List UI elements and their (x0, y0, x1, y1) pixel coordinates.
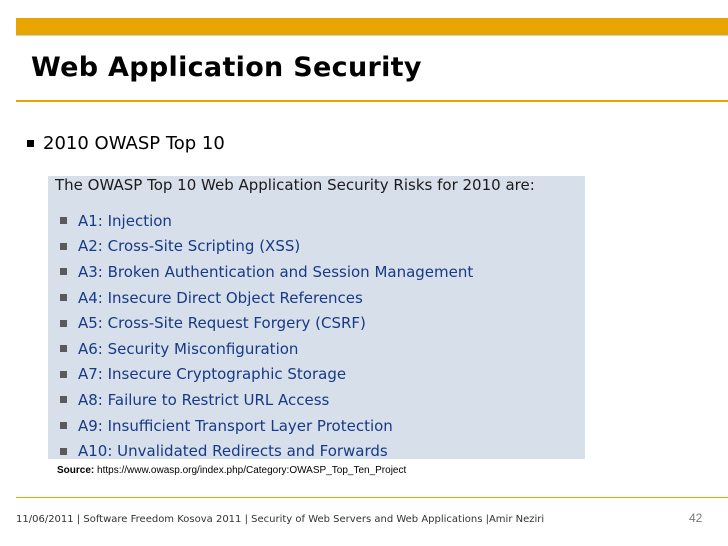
square-bullet-icon (60, 268, 67, 276)
risk-label: A8: Failure to Restrict URL Access (78, 390, 330, 409)
risk-label: A9: Insufficient Transport Layer Protect… (78, 416, 393, 435)
risk-label: A1: Injection (78, 211, 172, 230)
list-item: A6: Security Misconfiguration (48, 336, 473, 362)
risk-label: A7: Insecure Cryptographic Storage (78, 365, 347, 384)
risk-label: A2: Cross-Site Scripting (XSS) (78, 237, 301, 256)
top-divider (16, 35, 728, 36)
risk-list: A1: Injection A2: Cross-Site Scripting (… (48, 208, 473, 464)
risk-label: A6: Security Misconfiguration (78, 339, 299, 358)
list-item: A4: Insecure Direct Object References (48, 285, 473, 311)
panel-header: The OWASP Top 10 Web Application Securit… (55, 176, 535, 194)
main-bullet: 2010 OWASP Top 10 (27, 133, 225, 154)
square-bullet-icon (60, 370, 67, 378)
square-bullet-icon (60, 345, 67, 353)
list-item: A10: Unvalidated Redirects and Forwards (48, 438, 473, 464)
square-bullet-icon (60, 447, 67, 455)
square-bullet-icon (60, 242, 67, 250)
square-bullet-icon (60, 422, 67, 430)
risk-label: A5: Cross-Site Request Forgery (CSRF) (78, 314, 366, 333)
list-item: A8: Failure to Restrict URL Access (48, 387, 473, 413)
page-number: 42 (689, 511, 703, 525)
risk-label: A10: Unvalidated Redirects and Forwards (78, 442, 388, 461)
main-bullet-text: 2010 OWASP Top 10 (43, 133, 225, 154)
risk-label: A3: Broken Authentication and Session Ma… (78, 262, 474, 281)
slide-title: Web Application Security (31, 52, 422, 83)
footer-text: 11/06/2011 | Software Freedom Kosova 201… (16, 514, 545, 525)
list-item: A3: Broken Authentication and Session Ma… (48, 259, 473, 285)
square-bullet-icon (60, 217, 67, 225)
bullet-marker-icon (27, 140, 34, 147)
list-item: A9: Insufficient Transport Layer Protect… (48, 413, 473, 439)
list-item: A2: Cross-Site Scripting (XSS) (48, 234, 473, 260)
top-accent-bar (16, 18, 728, 35)
title-underline (16, 100, 728, 102)
list-item: A1: Injection (48, 208, 473, 234)
list-item: A5: Cross-Site Request Forgery (CSRF) (48, 310, 473, 336)
source-url: https://www.owasp.org/index.php/Category… (97, 465, 407, 476)
risk-label: A4: Insecure Direct Object References (78, 288, 363, 307)
footer-divider (16, 497, 728, 498)
square-bullet-icon (60, 396, 67, 404)
source-citation: Source: https://www.owasp.org/index.php/… (57, 465, 406, 476)
source-label: Source: (57, 465, 95, 476)
square-bullet-icon (60, 294, 67, 302)
square-bullet-icon (60, 319, 67, 327)
owasp-risks-panel: The OWASP Top 10 Web Application Securit… (48, 176, 585, 460)
list-item: A7: Insecure Cryptographic Storage (48, 362, 473, 388)
